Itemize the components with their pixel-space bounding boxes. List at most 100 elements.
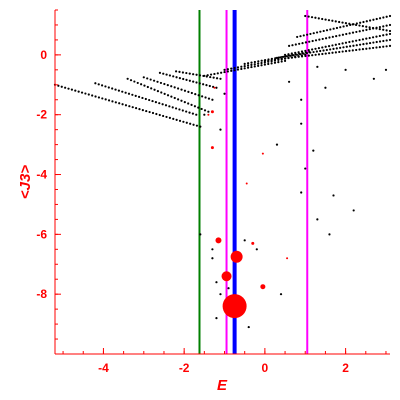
data-point <box>335 47 338 50</box>
data-point <box>273 58 277 61</box>
data-point-red <box>286 257 289 260</box>
data-point <box>250 63 253 66</box>
data-point <box>312 32 315 35</box>
data-point <box>307 15 310 18</box>
data-point <box>282 55 285 58</box>
data-point <box>121 90 124 93</box>
data-point <box>124 91 127 94</box>
data-point <box>361 29 365 32</box>
data-point <box>285 55 289 58</box>
data-point <box>318 38 321 41</box>
data-point <box>378 25 382 29</box>
data-point <box>334 43 337 46</box>
data-point <box>117 89 121 92</box>
data-point <box>382 25 385 28</box>
data-point <box>195 113 198 116</box>
data-point <box>175 76 178 79</box>
data-point <box>152 79 156 82</box>
data-point <box>355 39 358 42</box>
data-point <box>297 55 300 58</box>
data-point <box>162 72 165 75</box>
data-point <box>344 68 347 71</box>
data-point <box>339 46 342 49</box>
data-point <box>267 62 270 66</box>
data-point <box>178 119 182 122</box>
data-point <box>319 49 322 53</box>
data-point <box>203 113 206 116</box>
data-point <box>127 92 131 95</box>
data-point <box>287 44 291 47</box>
data-point-red <box>260 284 266 290</box>
x-tick-label: -2 <box>179 361 190 375</box>
data-point <box>227 287 230 290</box>
data-point <box>263 63 266 66</box>
data-point <box>334 20 337 23</box>
data-point <box>324 18 327 21</box>
data-point <box>375 46 378 49</box>
data-point <box>203 74 206 77</box>
data-point <box>201 95 204 98</box>
data-point <box>140 83 143 86</box>
data-point <box>315 31 319 34</box>
data-point <box>260 59 263 62</box>
data-point <box>183 101 186 104</box>
data-point <box>365 20 368 23</box>
data-point <box>151 99 154 103</box>
y-tick-label: -4 <box>36 168 47 182</box>
data-point <box>192 80 195 83</box>
data-point <box>332 194 335 197</box>
data-point <box>183 89 187 92</box>
data-point <box>378 46 381 49</box>
data-point <box>174 107 178 110</box>
data-point <box>384 68 388 71</box>
data-point <box>180 88 183 91</box>
data-point <box>145 109 148 113</box>
data-point <box>382 34 385 37</box>
data-point <box>299 35 302 38</box>
data-point <box>277 58 280 61</box>
data-point <box>204 96 207 99</box>
data-point <box>372 41 375 44</box>
data-point <box>312 149 315 152</box>
data-point <box>378 28 381 31</box>
data-point <box>324 86 327 89</box>
data-point <box>207 97 211 100</box>
data-point <box>163 82 166 86</box>
data-point <box>219 293 222 296</box>
data-point <box>151 111 155 115</box>
data-point <box>243 64 246 68</box>
data-point <box>165 73 168 76</box>
data-point <box>297 51 300 54</box>
data-point <box>345 24 348 27</box>
data-point <box>188 79 191 82</box>
data-point-red <box>222 294 247 319</box>
data-point <box>182 77 185 81</box>
data-point <box>344 50 348 53</box>
data-point <box>294 51 297 54</box>
data-point <box>317 17 320 20</box>
data-point <box>388 29 392 33</box>
data-point <box>355 48 358 52</box>
data-point <box>361 25 364 28</box>
data-point <box>385 45 388 48</box>
data-point <box>215 281 218 284</box>
data-point <box>368 36 371 40</box>
data-point <box>310 16 314 19</box>
data-point <box>345 45 348 48</box>
data-point <box>198 74 202 77</box>
data-point <box>118 102 121 105</box>
data-point <box>311 39 314 43</box>
data-point-red <box>261 152 264 155</box>
data-point <box>280 60 283 63</box>
data-point <box>243 67 246 70</box>
data-point <box>287 56 290 60</box>
data-point <box>385 15 388 18</box>
data-point <box>253 65 256 68</box>
data-point <box>178 108 181 111</box>
data-point <box>283 59 287 62</box>
data-point <box>159 81 163 85</box>
data-point <box>352 209 355 212</box>
data-point <box>138 108 141 111</box>
data-point <box>220 71 223 74</box>
data-point <box>192 73 195 76</box>
